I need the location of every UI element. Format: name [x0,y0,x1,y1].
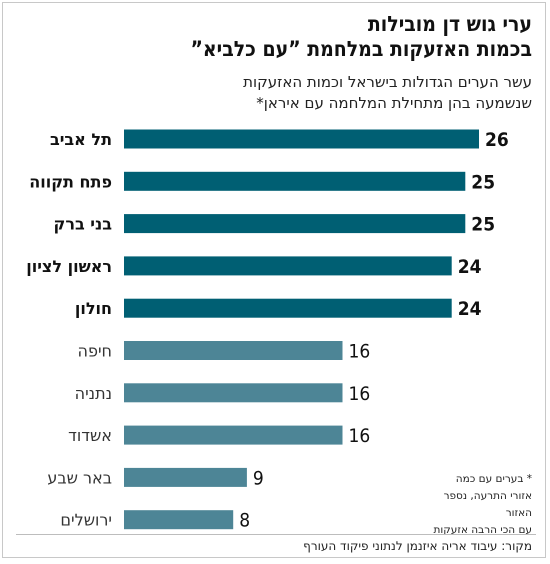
chart-title: ערי גוש דן מובילות בכמות האזעקות במלחמת … [12,12,533,62]
value-label: 25 [471,214,495,236]
category-label: ירושלים [60,511,112,530]
category-label: פתח תקווה [29,172,112,191]
source-divider [16,534,536,535]
footnote-line-1: * בערים עם כמה [455,473,532,485]
value-label: 9 [253,467,264,489]
bar [124,383,343,403]
bar [124,214,466,234]
frame-border [2,2,546,558]
value-label: 16 [349,341,371,363]
chart-subtitle: עשר הערים הגדולות בישראל וכמות האזעקות ש… [12,72,532,114]
bar [124,467,247,487]
subtitle-line-2: שנשמעה בהן מתחילת המלחמה עם איראן* [256,94,532,112]
footnote: * בערים עם כמה אזורי התרעה, נספר האזור ע… [418,471,532,539]
value-label: 24 [458,256,482,278]
footnote-line-3: עם הכי הרבה אזעקות [433,524,532,536]
value-label: 16 [349,425,371,447]
bar [124,510,234,530]
value-label: 24 [458,298,482,320]
subtitle-line-1: עשר הערים הגדולות בישראל וכמות האזעקות [243,73,532,91]
bar [124,256,452,276]
bar [124,341,343,360]
category-label: חיפה [78,342,112,361]
value-label: 25 [471,171,495,193]
bar [124,298,452,318]
value-label: 16 [349,383,371,405]
category-label: ראשון לציון [26,257,112,276]
category-label: תל אביב [50,130,112,149]
category-label: באר שבע [47,468,112,487]
bar [124,171,466,191]
category-label: אשדוד [68,426,112,445]
category-label: חולון [75,299,112,318]
category-label: בני ברק [54,215,113,234]
bar [124,425,343,445]
title-line-2: בכמות האזעקות במלחמת ”עם כלביא” [190,37,533,61]
value-label: 8 [239,510,250,532]
value-label: 26 [485,129,509,151]
bar [124,129,479,149]
source-credit: מקור: עיבוד אריה איזנמן לנתוני פיקוד העו… [303,539,532,553]
title-line-1: ערי גוש דן מובילות [367,12,532,36]
footnote-line-2: אזורי התרעה, נספר האזור [443,490,532,519]
category-label: נתניה [75,384,112,403]
